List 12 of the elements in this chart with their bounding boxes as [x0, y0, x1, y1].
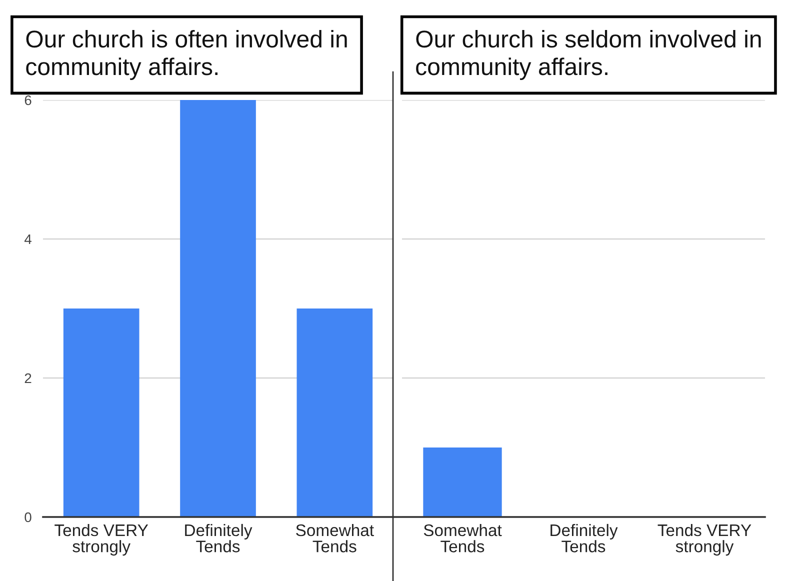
y-tick-label: 2	[24, 373, 32, 384]
x-tick-label: Tends VERY strongly	[54, 524, 148, 556]
x-tick-label: Definitely Tends	[185, 524, 252, 552]
x-tick-label: Somewhat Tends	[424, 524, 502, 552]
chart-title: Our church is often involved in community affairs.	[26, 30, 347, 80]
chart-title: Our church is seldom involved in community affairs.	[416, 30, 761, 80]
x-tick-label: Tends VERY strongly	[658, 524, 752, 556]
y-tick-label: 6	[24, 95, 32, 106]
x-tick-label: Somewhat Tends	[296, 524, 374, 552]
y-tick-label: 4	[24, 234, 32, 244]
y-tick-label: 0	[24, 512, 32, 522]
x-tick-label: Definitely Tends	[550, 524, 618, 552]
